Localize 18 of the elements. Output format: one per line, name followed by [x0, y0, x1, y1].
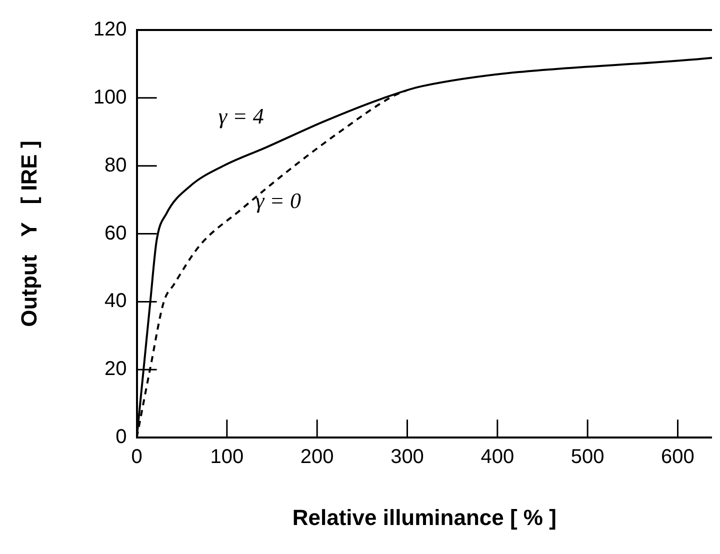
y-axis-title: Output Y [ IRE ] [16, 140, 42, 327]
y-tick-label: 40 [104, 290, 127, 312]
x-tick-label: 100 [210, 446, 244, 468]
series-label: γ = 0 [255, 188, 301, 213]
x-axis-title: Relative illuminance [ % ] [292, 504, 556, 530]
y-tick-label: 0 [116, 426, 127, 448]
y-tick-label: 20 [104, 358, 127, 380]
y-tick-label: 60 [104, 222, 127, 244]
x-tick-label: 400 [480, 446, 514, 468]
y-tick-label: 100 [93, 86, 127, 108]
y-tick-label: 80 [104, 154, 127, 176]
x-tick-label: 500 [570, 446, 604, 468]
x-tick-label: 0 [131, 446, 142, 468]
series-label: γ = 4 [218, 104, 264, 129]
y-tick-label: 120 [93, 18, 127, 41]
x-tick-label: 300 [390, 446, 424, 468]
x-tick-label: 200 [300, 446, 334, 468]
x-tick-label: 600 [661, 446, 694, 468]
